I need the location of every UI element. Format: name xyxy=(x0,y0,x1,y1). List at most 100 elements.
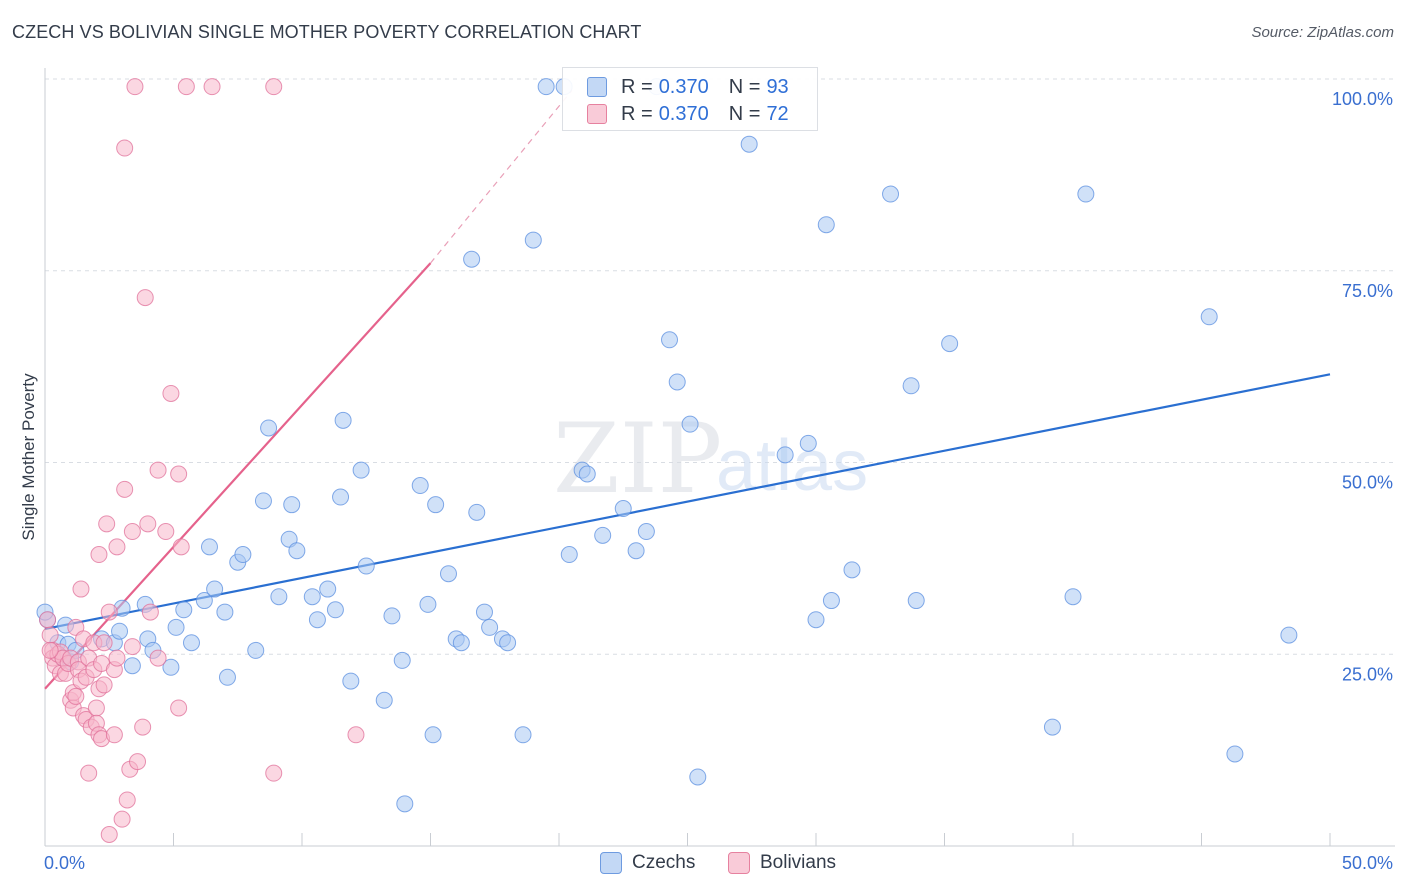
czechs-point xyxy=(283,496,301,514)
czechs-point xyxy=(393,651,411,669)
czechs-point xyxy=(481,618,499,636)
czechs-point xyxy=(1043,718,1061,736)
legend-row-bolivians: R = 0.370 N = 72 xyxy=(587,102,789,126)
czechs-point xyxy=(303,588,321,606)
bolivians-point xyxy=(41,641,59,659)
czechs-point xyxy=(175,601,193,619)
bolivians-point xyxy=(265,764,283,782)
czechs-point xyxy=(560,546,578,564)
axes xyxy=(44,68,1395,847)
czechs-point xyxy=(594,526,612,544)
czechs-point xyxy=(270,588,288,606)
czechs-point xyxy=(661,331,679,349)
x-tick-label: 0.0% xyxy=(44,853,85,873)
bolivians-point xyxy=(162,384,180,402)
czechs-point xyxy=(123,657,141,675)
czechs-trendline xyxy=(44,373,1331,631)
bolivians-point xyxy=(203,78,221,96)
bolivians-point xyxy=(41,626,59,644)
czechs-point xyxy=(1064,588,1082,606)
czechs-point xyxy=(319,580,337,598)
czechs-point xyxy=(468,503,486,521)
gridlines xyxy=(45,78,1395,655)
bolivians-point xyxy=(90,546,108,564)
czechs-point xyxy=(419,595,437,613)
czechs-point xyxy=(902,377,920,395)
czechs-point xyxy=(357,557,375,575)
r-value: 0.370 xyxy=(658,75,709,98)
czechs-point xyxy=(499,634,517,652)
n-label: N = xyxy=(728,75,761,98)
czechs-point xyxy=(1200,308,1218,326)
r-label: R = xyxy=(621,75,653,98)
legend-item-czechs[interactable]: Czechs xyxy=(600,852,695,874)
chart-title: CZECH VS BOLIVIAN SINGLE MOTHER POVERTY … xyxy=(12,22,642,42)
n-value: 72 xyxy=(766,102,789,125)
tick-labels: 25.0% 50.0% 75.0% 100.0% 0.0% 50.0% xyxy=(44,89,1393,873)
n-label: N = xyxy=(728,102,761,125)
czechs-point xyxy=(375,691,393,709)
czechs-point xyxy=(216,603,234,621)
n-value: 93 xyxy=(766,75,789,98)
czechs-point xyxy=(681,415,699,433)
bolivians-point xyxy=(265,78,283,96)
bolivians-point xyxy=(100,603,118,621)
bolivians-point xyxy=(100,825,118,843)
czechs-point xyxy=(614,500,632,518)
czechs-point xyxy=(668,373,686,391)
bolivians-point xyxy=(129,753,147,771)
czechs-point xyxy=(524,231,542,249)
bolivians-point xyxy=(149,461,167,479)
bolivians-point xyxy=(118,791,136,809)
bolivians-point xyxy=(95,634,113,652)
czechs-point xyxy=(537,78,555,96)
czechs-point xyxy=(206,580,224,598)
czechs-point xyxy=(396,795,414,813)
bolivians-point xyxy=(172,538,190,556)
czechs-point xyxy=(627,542,645,560)
legend-czechs-label: Czechs xyxy=(632,852,696,873)
czechs-point xyxy=(182,634,200,652)
bolivians-point xyxy=(98,515,116,533)
bolivians-point xyxy=(177,78,195,96)
bolivians-point xyxy=(157,523,175,541)
czechs-point xyxy=(689,768,707,786)
bolivians-point xyxy=(67,687,85,705)
czechs-point xyxy=(332,488,350,506)
watermark-atlas: atlas xyxy=(716,426,868,506)
bolivians-trendline xyxy=(44,262,432,690)
czechs-point xyxy=(427,496,445,514)
r-value: 0.370 xyxy=(658,102,709,125)
bolivians-point xyxy=(72,580,90,598)
bolivians-point xyxy=(108,649,126,667)
series-legend: Czechs Bolivians xyxy=(0,852,1406,878)
legend-item-bolivians[interactable]: Bolivians xyxy=(728,852,836,874)
bolivians-point xyxy=(149,649,167,667)
r-label: R = xyxy=(621,102,653,125)
bolivians-trendline-extension xyxy=(430,90,573,264)
bolivians-point xyxy=(347,726,365,744)
correlation-legend: R = 0.370 N = 93 R = 0.370 N = 72 xyxy=(562,67,818,131)
czechs-point xyxy=(907,592,925,610)
czechs-point xyxy=(1077,185,1095,203)
czechs-point xyxy=(247,641,265,659)
czechs-point xyxy=(352,461,370,479)
bolivians-point xyxy=(113,810,131,828)
legend-row-czechs: R = 0.370 N = 93 xyxy=(587,75,789,99)
bolivians-point xyxy=(139,515,157,533)
bolivians-point xyxy=(39,611,57,629)
czechs-point xyxy=(843,561,861,579)
y-tick-label: 50.0% xyxy=(1342,473,1393,493)
czechs-swatch xyxy=(587,77,607,97)
czechs-swatch xyxy=(600,852,622,874)
czechs-point xyxy=(200,538,218,556)
bolivians-point xyxy=(105,726,123,744)
bolivians-point xyxy=(87,699,105,717)
watermark: ZIP atlas xyxy=(553,403,868,515)
bolivians-point xyxy=(136,289,154,307)
czechs-point xyxy=(817,216,835,234)
bolivians-point xyxy=(123,523,141,541)
czechs-point xyxy=(463,250,481,268)
series-bolivians xyxy=(39,78,365,843)
